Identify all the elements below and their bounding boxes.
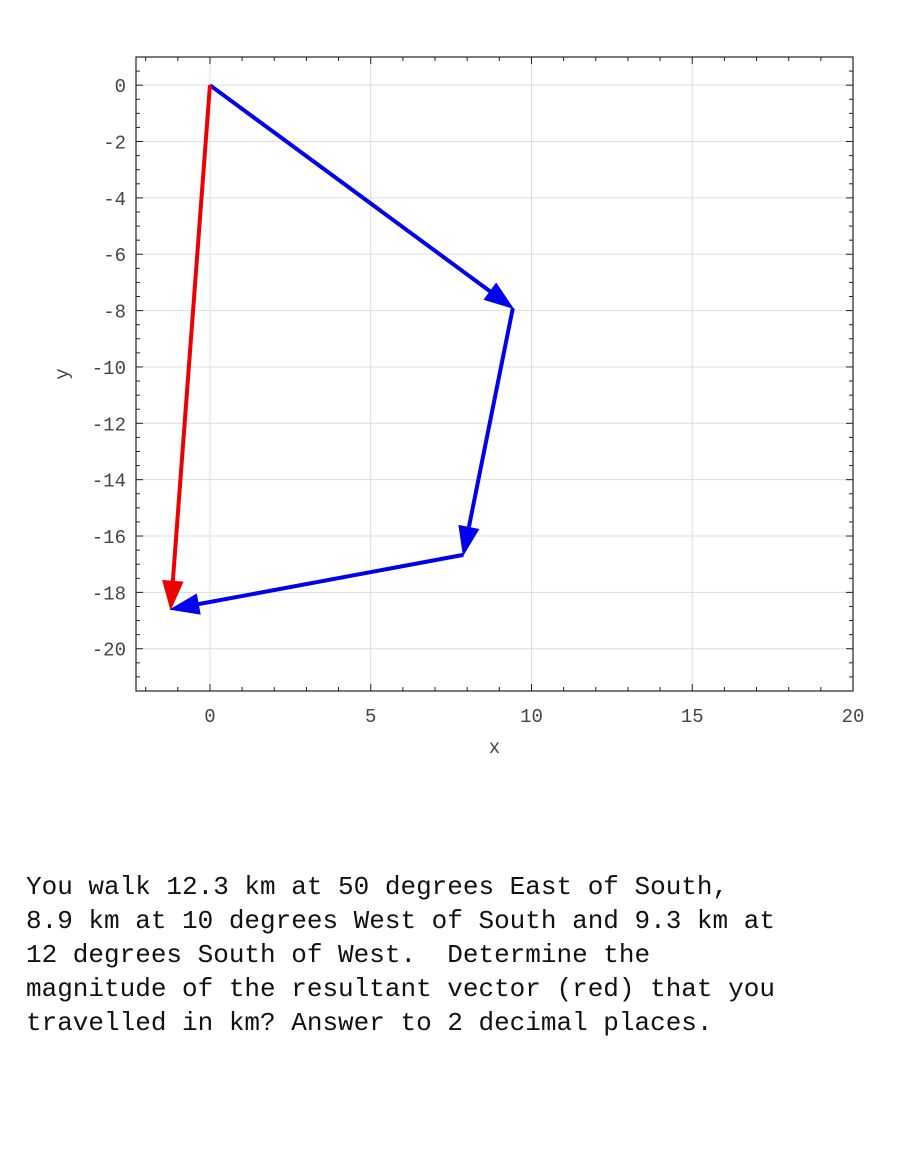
axis-ticks: [136, 56, 854, 692]
y-tick-label: -6: [103, 245, 126, 267]
x-tick-label: 5: [365, 706, 376, 728]
y-tick-label: -10: [92, 358, 126, 380]
displacement-vector: [458, 307, 515, 557]
resultant-vector: [162, 85, 212, 611]
x-tick-label: 10: [520, 706, 543, 728]
displacement-vector: [169, 552, 464, 615]
y-tick-label: -14: [92, 471, 126, 493]
x-tick-label: 15: [681, 706, 704, 728]
vector-arrowhead: [162, 580, 184, 611]
y-tick-label: -4: [103, 189, 126, 211]
y-tick-label: -2: [103, 133, 126, 155]
question-line: magnitude of the resultant vector (red) …: [26, 974, 775, 1004]
vector-arrowhead: [458, 524, 480, 557]
vector-chart: 0 5 10 15 20 0 -2 -4 -6 -8 -10 -12 -14 -16 -18 -20 x y: [52, 56, 865, 759]
plot-frame: [135, 56, 854, 692]
vector-arrowhead: [169, 593, 201, 615]
vector-arrowhead: [483, 282, 514, 309]
displacement-vector: [208, 83, 514, 309]
question-line: 8.9 km at 10 degrees West of South and 9…: [26, 906, 775, 936]
y-axis-label: y: [52, 368, 74, 379]
y-tick-label: 0: [115, 76, 126, 98]
y-tick-label: -18: [92, 583, 126, 605]
y-tick-label: -8: [103, 302, 126, 324]
x-tick-label: 20: [842, 706, 865, 728]
question-line: You walk 12.3 km at 50 degrees East of S…: [26, 872, 729, 902]
vector-shaft: [208, 83, 495, 296]
question-text: You walk 12.3 km at 50 degrees East of S…: [26, 870, 886, 1040]
vector-shaft: [466, 307, 515, 532]
vectors: [162, 83, 515, 615]
y-tick-label: -20: [92, 640, 126, 662]
y-tick-label: -16: [92, 527, 126, 549]
vector-shaft: [193, 552, 464, 607]
tick-labels: 0 5 10 15 20 0 -2 -4 -6 -8 -10 -12 -14 -16 -18 -20: [92, 76, 865, 728]
question-line: 12 degrees South of West. Determine the: [26, 940, 651, 970]
y-tick-label: -12: [92, 414, 126, 436]
vector-shaft: [170, 85, 212, 586]
question-line: travelled in km? Answer to 2 decimal pla…: [26, 1008, 713, 1038]
x-tick-label: 0: [204, 706, 215, 728]
x-axis-label: x: [489, 737, 500, 759]
